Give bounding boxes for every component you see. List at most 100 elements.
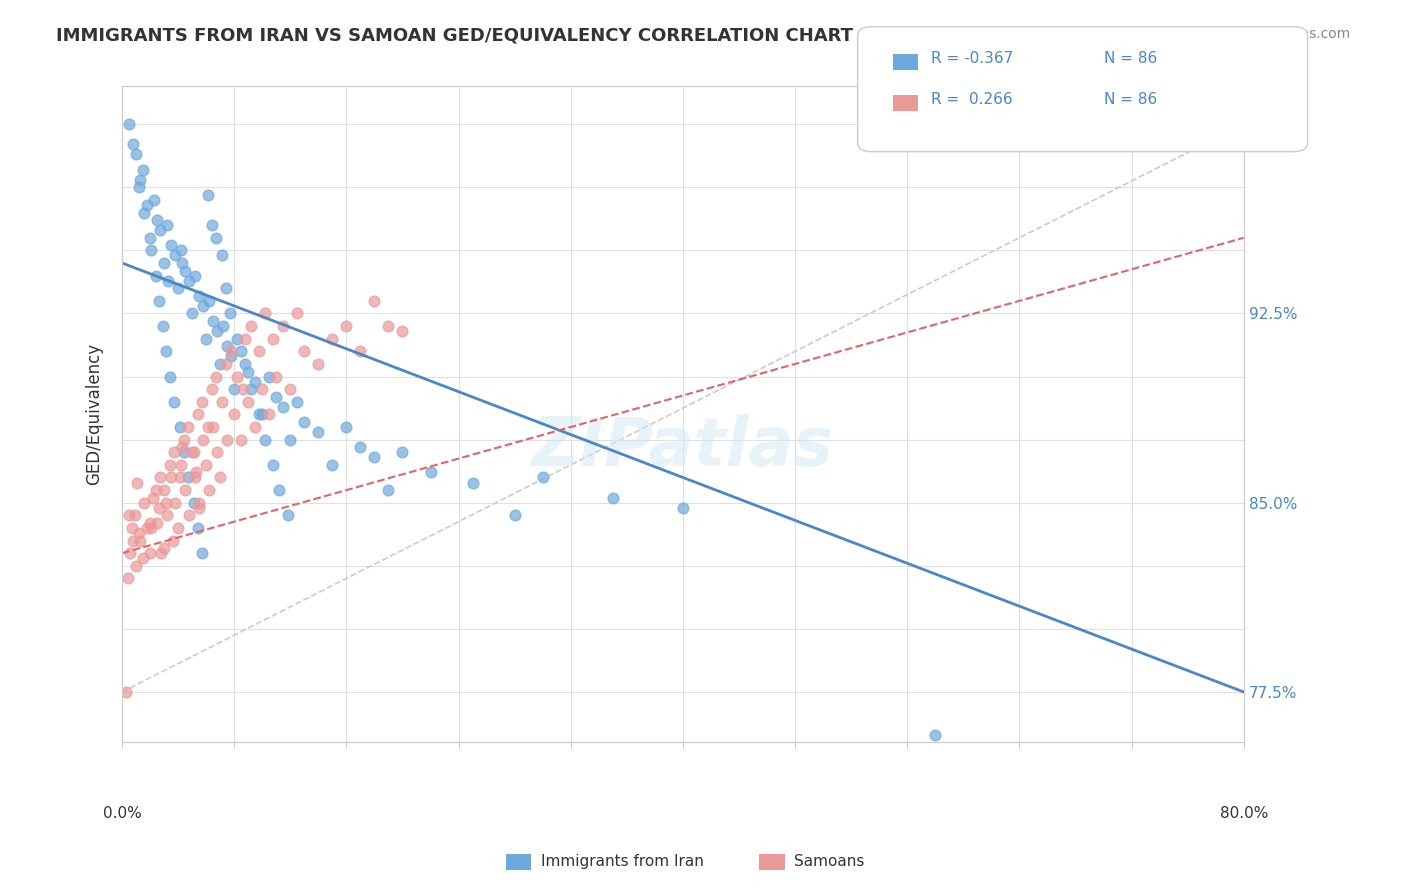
- Point: [125, 147, 148, 161]
- Point: [172, 440, 194, 454]
- Point: [173, 445, 195, 459]
- Point: [132, 162, 155, 177]
- Point: [217, 433, 239, 447]
- Point: [321, 332, 343, 346]
- Point: [142, 491, 165, 505]
- Point: [193, 433, 215, 447]
- Point: [377, 483, 399, 497]
- Point: [188, 500, 211, 515]
- Point: [134, 205, 156, 219]
- Point: [215, 357, 238, 371]
- Point: [148, 500, 170, 515]
- Point: [226, 332, 249, 346]
- Point: [159, 458, 181, 472]
- Point: [307, 357, 329, 371]
- Point: [160, 238, 183, 252]
- Point: [184, 470, 207, 484]
- Point: [118, 508, 141, 523]
- Point: [165, 248, 187, 262]
- Point: [198, 483, 221, 497]
- Point: [285, 306, 308, 320]
- Point: [129, 533, 152, 548]
- Point: [153, 256, 176, 270]
- Point: [240, 319, 263, 334]
- Point: [129, 172, 152, 186]
- Point: [266, 369, 288, 384]
- Point: [201, 218, 224, 232]
- Point: [115, 685, 138, 699]
- Text: Source: ZipAtlas.com: Source: ZipAtlas.com: [1202, 27, 1350, 41]
- Point: [271, 400, 294, 414]
- Point: [240, 382, 263, 396]
- Point: [188, 289, 211, 303]
- Point: [191, 394, 214, 409]
- Point: [170, 458, 193, 472]
- Point: [377, 319, 399, 334]
- Point: [141, 244, 163, 258]
- Point: [212, 319, 235, 334]
- Point: [127, 475, 149, 490]
- Point: [259, 408, 281, 422]
- Point: [219, 306, 242, 320]
- Point: [292, 344, 315, 359]
- Point: [146, 516, 169, 530]
- Point: [259, 369, 281, 384]
- Point: [363, 450, 385, 465]
- Point: [231, 344, 253, 359]
- Point: [285, 394, 308, 409]
- Point: [254, 433, 277, 447]
- Point: [187, 408, 209, 422]
- Point: [269, 483, 291, 497]
- Point: [120, 546, 142, 560]
- Point: [349, 344, 371, 359]
- Point: [531, 470, 554, 484]
- Text: IMMIGRANTS FROM IRAN VS SAMOAN GED/EQUIVALENCY CORRELATION CHART: IMMIGRANTS FROM IRAN VS SAMOAN GED/EQUIV…: [56, 27, 853, 45]
- Point: [160, 470, 183, 484]
- Point: [254, 306, 277, 320]
- Point: [221, 350, 243, 364]
- Point: [221, 344, 243, 359]
- Point: [153, 541, 176, 556]
- Point: [122, 533, 145, 548]
- Point: [205, 231, 228, 245]
- Point: [252, 408, 274, 422]
- Text: Samoans: Samoans: [794, 855, 865, 869]
- Point: [143, 193, 166, 207]
- Point: [193, 299, 215, 313]
- Point: [186, 466, 208, 480]
- Point: [201, 382, 224, 396]
- Point: [235, 357, 257, 371]
- Point: [181, 445, 204, 459]
- Point: [134, 496, 156, 510]
- Point: [238, 394, 260, 409]
- Point: [117, 571, 139, 585]
- Point: [136, 198, 159, 212]
- Point: [307, 425, 329, 439]
- Point: [278, 382, 301, 396]
- Point: [136, 521, 159, 535]
- Point: [169, 420, 191, 434]
- Point: [211, 394, 233, 409]
- Point: [207, 324, 229, 338]
- Text: ZIPatlas: ZIPatlas: [531, 414, 834, 480]
- Point: [271, 319, 294, 334]
- Point: [205, 369, 228, 384]
- Point: [156, 508, 179, 523]
- Point: [335, 319, 357, 334]
- Point: [152, 319, 174, 334]
- Point: [156, 218, 179, 232]
- Point: [363, 293, 385, 308]
- Point: [419, 466, 441, 480]
- Point: [139, 231, 162, 245]
- Point: [235, 332, 257, 346]
- Point: [207, 445, 229, 459]
- Point: [153, 483, 176, 497]
- Point: [183, 445, 205, 459]
- Point: [183, 496, 205, 510]
- Point: [139, 516, 162, 530]
- Point: [672, 500, 695, 515]
- Point: [145, 483, 167, 497]
- Point: [145, 268, 167, 283]
- Point: [602, 491, 624, 505]
- Point: [179, 508, 201, 523]
